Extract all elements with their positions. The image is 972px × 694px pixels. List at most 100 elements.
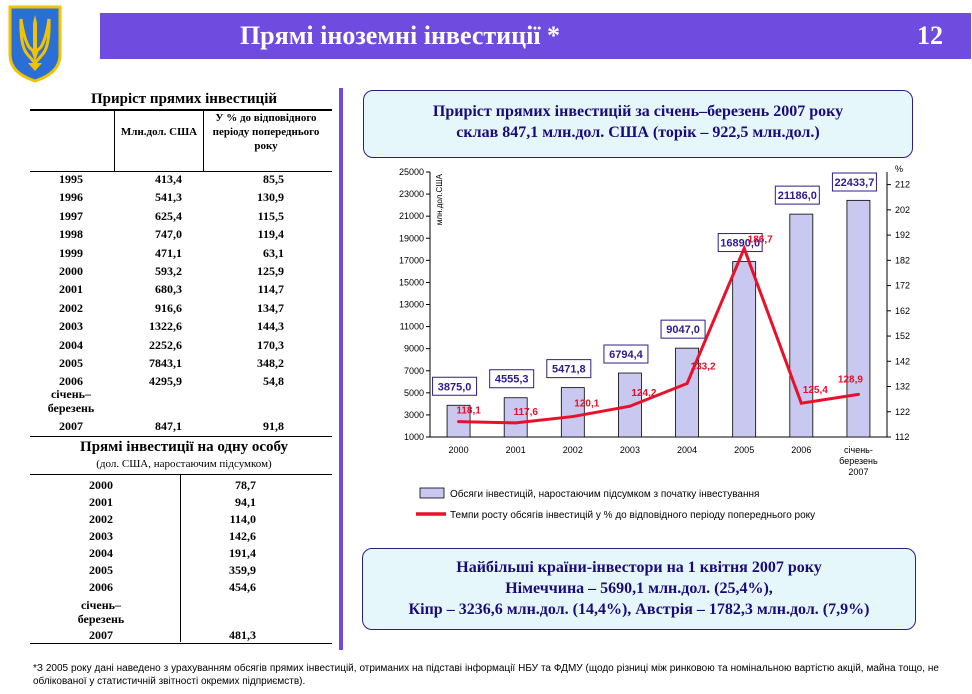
percent-cell: 91,8 <box>263 419 284 433</box>
vertical-divider <box>339 88 343 650</box>
year-cell: 2007 <box>59 419 83 433</box>
coat-of-arms-icon <box>8 5 62 83</box>
summary-line-1: Приріст прямих інвестицій за січень–бере… <box>432 103 844 120</box>
y-tick-label: 5000 <box>404 388 424 398</box>
year-cell: 2004 <box>59 337 83 352</box>
line-value-label: 117,6 <box>513 407 538 418</box>
bar <box>503 397 528 438</box>
value-cell: 114,0 <box>229 512 256 526</box>
table1-col-divider <box>203 111 204 171</box>
page-number: 12 <box>917 21 943 50</box>
x-tick-label: 2007 <box>848 467 868 477</box>
bar-value-label: 4555,3 <box>495 374 529 386</box>
x-tick-label: 2001 <box>506 445 526 455</box>
x-tick-label: 2006 <box>791 445 811 455</box>
y-tick-label: 17000 <box>399 255 424 265</box>
year-cell: 2002 <box>89 512 113 526</box>
bar-label-box <box>432 376 478 396</box>
line-point <box>571 415 575 419</box>
line-value-label: 124,2 <box>631 388 656 399</box>
line-value-label: 125,4 <box>803 385 828 396</box>
bar-label-box <box>831 172 877 192</box>
y2-tick-label: 212 <box>895 180 910 190</box>
line-point <box>742 246 746 250</box>
y-tick-label: 1000 <box>404 432 424 442</box>
investment-chart: 1000 3000 5000 7000 9000 11000 13000 15000 17000… <box>399 164 910 521</box>
y-tick-label: 9000 <box>404 344 424 354</box>
bar-label-box <box>774 185 820 205</box>
line-value-label: 118,1 <box>456 406 481 417</box>
value-cell: 78,7 <box>235 478 256 492</box>
y2-tick-label: 202 <box>895 205 910 215</box>
year-cell: 2000 <box>59 264 83 278</box>
y2-tick-label: 162 <box>895 306 910 316</box>
value-cell: 413,4 <box>155 172 182 186</box>
percent-cell: 134,7 <box>257 300 284 315</box>
line-value-label: 133,2 <box>691 361 716 372</box>
line-point <box>457 420 461 424</box>
y2-tick-label: 122 <box>895 407 910 417</box>
table2-period-label: січень–березень <box>77 598 125 626</box>
value-cell: 847,1 <box>155 419 182 433</box>
bar-value-label: 22433,7 <box>835 177 875 189</box>
year-cell: 1995 <box>59 172 83 186</box>
y-tick-label: 13000 <box>399 300 424 310</box>
header-bar <box>100 13 971 59</box>
year-cell: 2001 <box>89 495 113 509</box>
table1-title: Приріст прямих інвестицій <box>90 91 278 107</box>
table2-subtitle: (дол. США, наростаючим підсумком) <box>96 458 272 470</box>
year-cell: 2004 <box>89 546 113 560</box>
y-tick-label: 23000 <box>399 189 424 199</box>
top-investors-box: Найбільші країни-інвестори на 1 квітня 2… <box>362 548 916 630</box>
year-cell: 2002 <box>59 300 83 315</box>
y2-tick-label: 192 <box>895 230 910 240</box>
year-cell: 2000 <box>89 478 113 492</box>
bar-label-box <box>489 369 535 389</box>
year-cell: 2005 <box>89 563 113 577</box>
page-title: Прямі іноземні інвестиції * <box>239 21 561 50</box>
growth-rate-line <box>458 244 859 425</box>
y-tick-label: 3000 <box>404 410 424 420</box>
percent-cell: 348,2 <box>257 356 284 370</box>
year-cell: 2003 <box>59 319 83 334</box>
line-value-label: 128,9 <box>838 374 863 385</box>
y2-tick-label: 152 <box>895 331 910 341</box>
bar-value-label: 21186,0 <box>778 190 817 202</box>
line-point <box>514 421 518 425</box>
table1-col-percent-header: У % до відповідного періоду попереднього… <box>212 112 320 152</box>
legend-line-label: Темпи росту обсягів інвестицій у % до ві… <box>450 509 815 521</box>
year-cell: 1996 <box>59 190 83 205</box>
percent-cell: 130,9 <box>257 190 284 205</box>
table1-col-value-header: Млн.дол. США <box>120 126 198 138</box>
bar <box>789 213 814 438</box>
value-cell: 454,6 <box>229 580 256 594</box>
year-cell: 1997 <box>59 208 83 223</box>
bar-label-box <box>717 233 763 253</box>
bar-value-label: 5471,8 <box>552 364 586 376</box>
x-tick-label: 2003 <box>620 445 640 455</box>
bar-value-label: 6794,4 <box>609 349 644 361</box>
table1-bottom-rule <box>30 436 332 437</box>
investors-line-2: Німеччина – 5690,1 млн.дол. (25,4%), <box>505 580 773 597</box>
bar-label-box <box>603 344 649 364</box>
x-tick-label: березень <box>839 456 878 466</box>
y2-tick-label: 112 <box>895 432 909 442</box>
line-point <box>799 401 803 405</box>
table1-header-rule <box>30 171 332 172</box>
bar-value-label: 9047,0 <box>666 324 700 336</box>
year-cell: 2003 <box>89 529 113 543</box>
y2-axis-title: % <box>895 164 903 174</box>
bar <box>560 387 585 438</box>
investors-line-1: Найбільші країни-інвестори на 1 квітня 2… <box>456 559 822 576</box>
value-cell: 4295,9 <box>149 374 182 389</box>
year-cell: 2005 <box>59 356 83 370</box>
y-tick-label: 11000 <box>400 322 424 332</box>
bar-value-label: 16890,0 <box>720 238 760 250</box>
value-cell: 7843,1 <box>149 356 182 370</box>
table2-top-rule <box>30 474 332 475</box>
y-tick-label: 19000 <box>399 233 424 243</box>
line-point <box>685 381 689 385</box>
percent-cell: 125,9 <box>257 264 284 278</box>
line-point <box>628 404 632 408</box>
value-cell: 916,6 <box>155 300 182 315</box>
